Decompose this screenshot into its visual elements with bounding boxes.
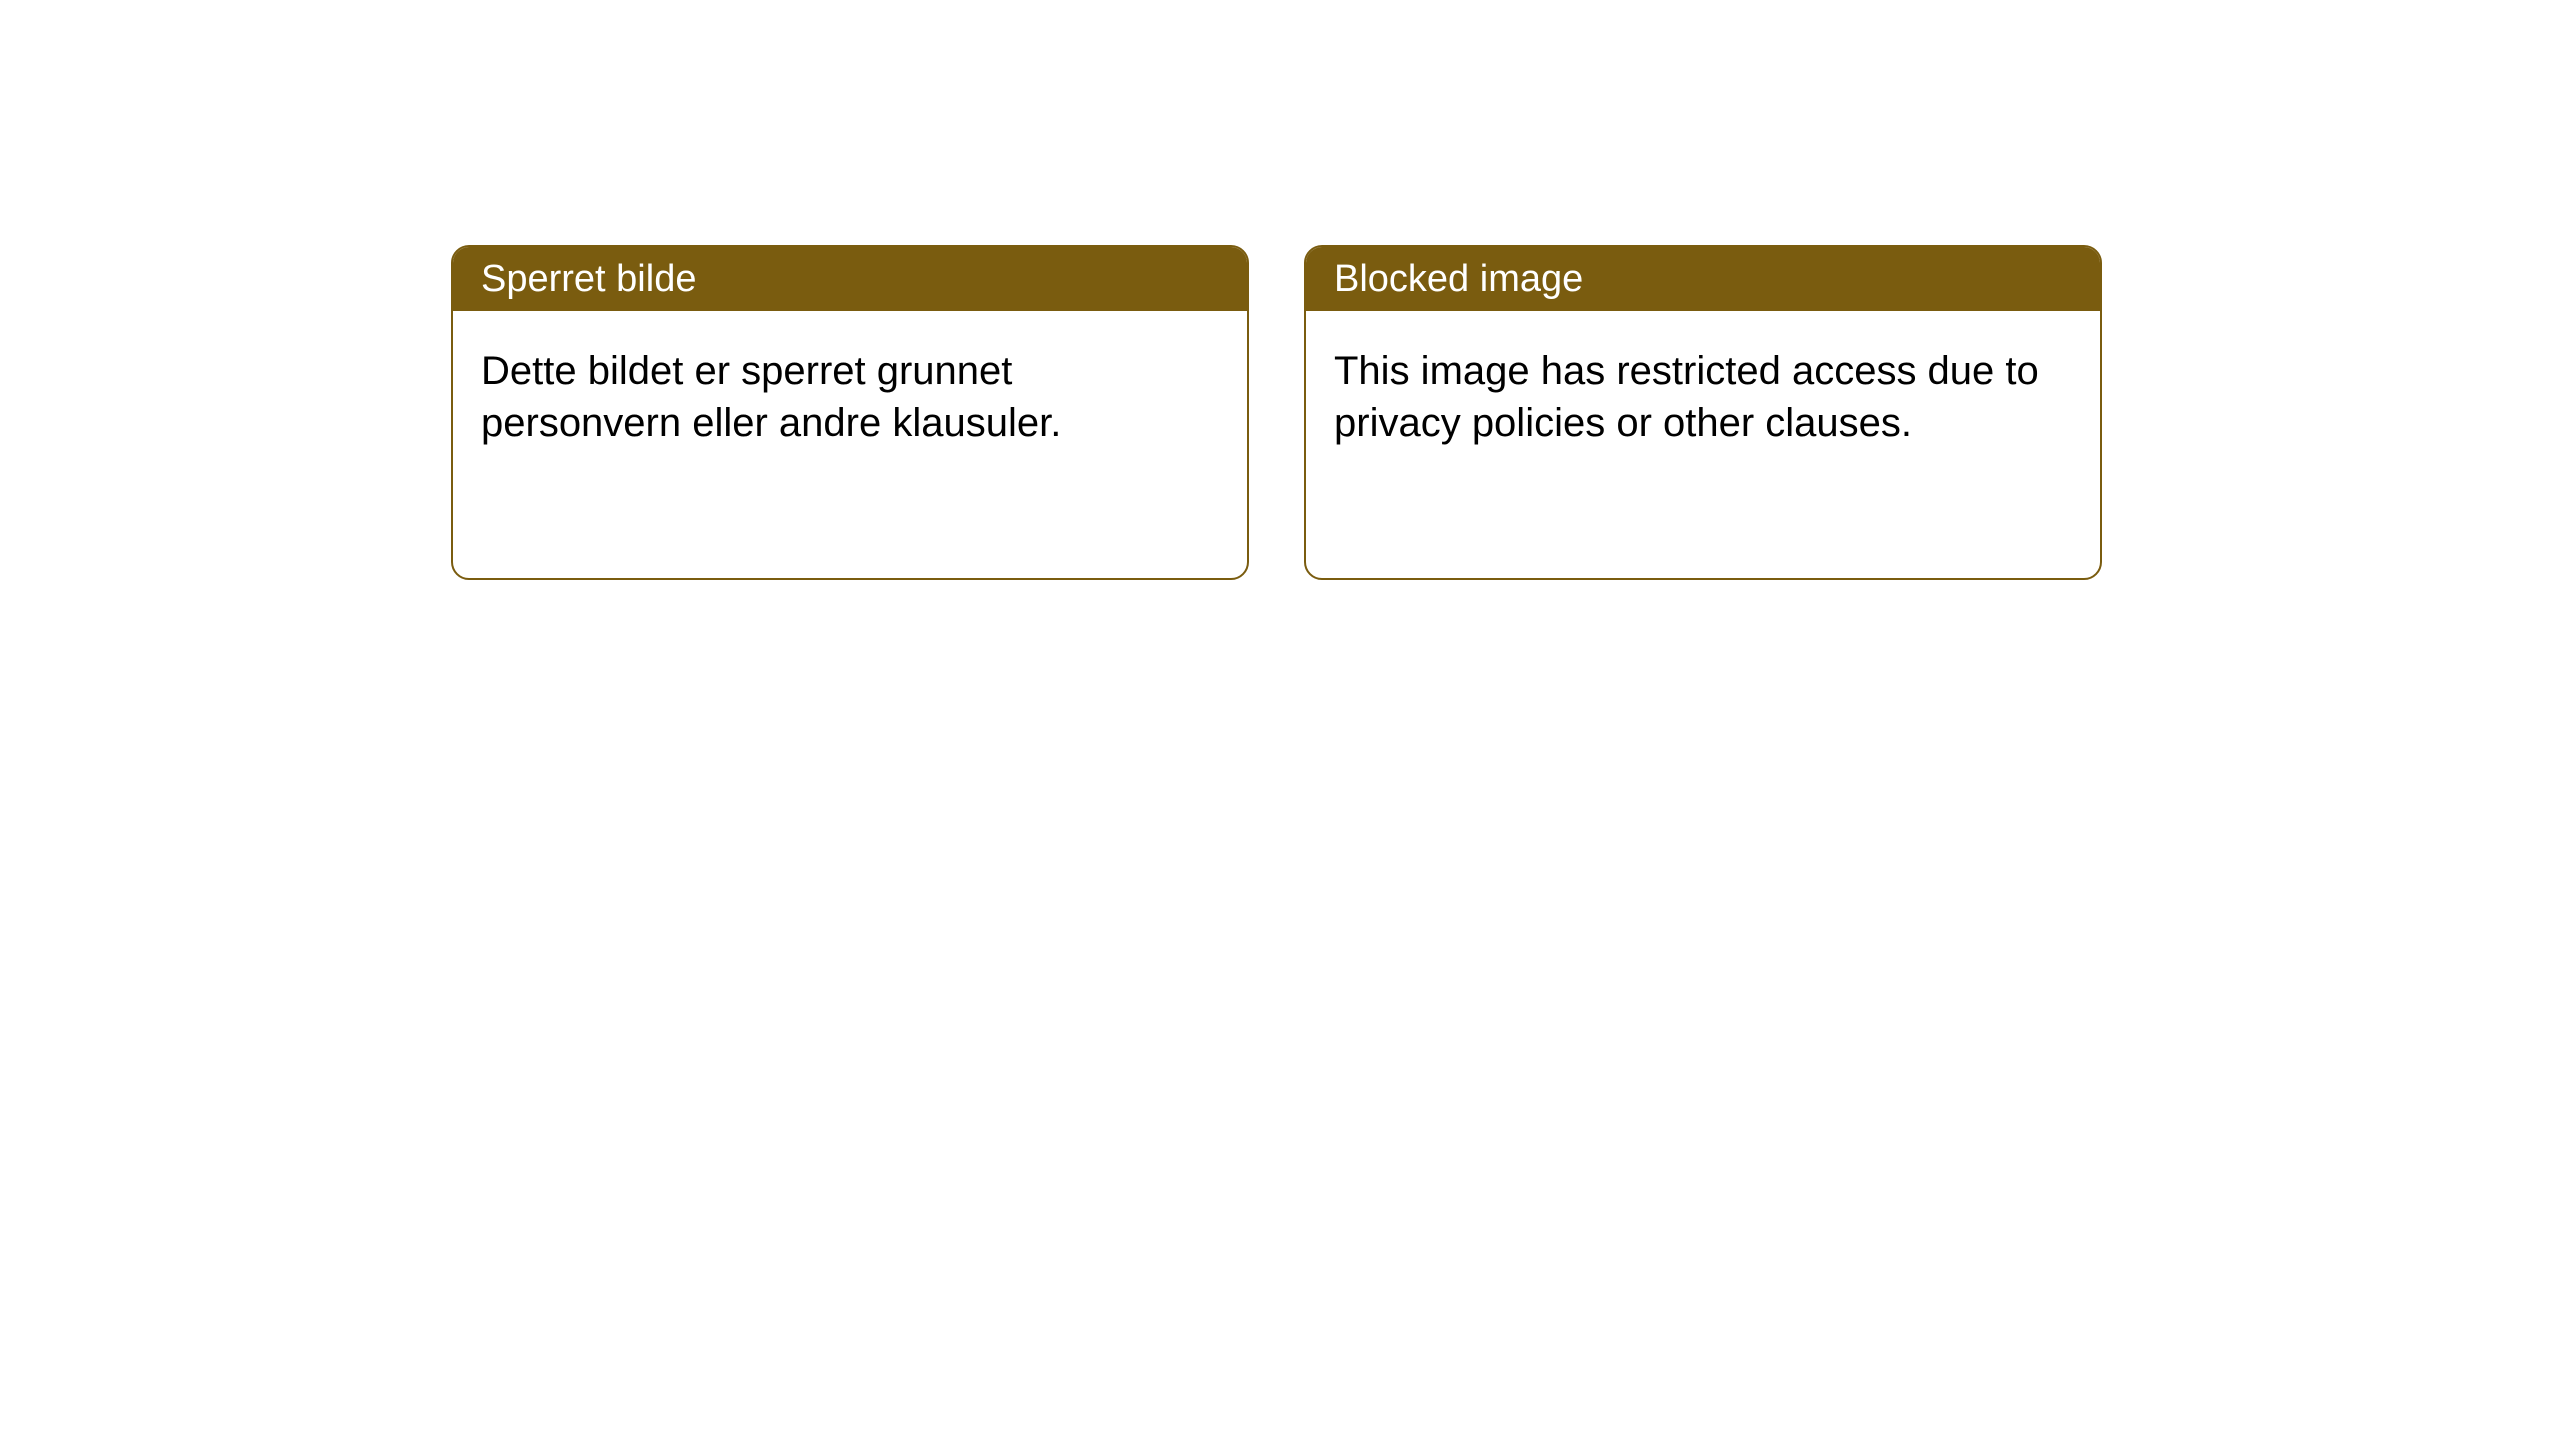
notice-box-norwegian: Sperret bilde Dette bildet er sperret gr… [451,245,1249,580]
notice-header: Blocked image [1306,247,2100,311]
notice-body: This image has restricted access due to … [1306,311,2100,477]
notice-box-english: Blocked image This image has restricted … [1304,245,2102,580]
notice-header: Sperret bilde [453,247,1247,311]
notice-container: Sperret bilde Dette bildet er sperret gr… [451,245,2102,580]
notice-body: Dette bildet er sperret grunnet personve… [453,311,1247,477]
